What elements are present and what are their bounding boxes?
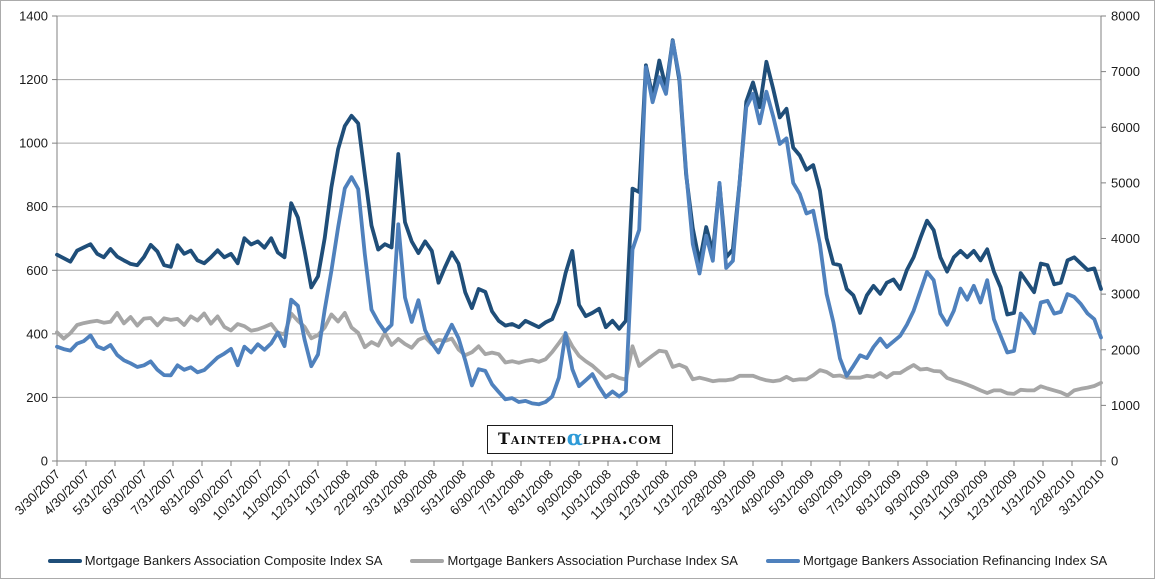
y-left-tick-label: 1000 <box>19 136 48 151</box>
y-right-tick-label: 4000 <box>1111 231 1140 246</box>
series-line-purchase <box>55 310 1103 398</box>
y-right-tick-label: 7000 <box>1111 64 1140 79</box>
series-line-refinancing <box>55 39 1103 407</box>
y-right-tick-label: 5000 <box>1111 175 1140 190</box>
y-left-tick-label: 200 <box>26 390 48 405</box>
y-left-tick-label: 800 <box>26 199 48 214</box>
y-right-tick-label: 1000 <box>1111 398 1140 413</box>
y-right-tick-label: 0 <box>1111 454 1118 469</box>
legend-label-refinancing: Mortgage Bankers Association Refinancing… <box>802 553 1108 568</box>
y-left-tick-label: 600 <box>26 263 48 278</box>
watermark-text-prefix: Tainted <box>498 429 567 448</box>
watermark-box: Taintedαlpha.com <box>487 425 673 454</box>
legend-item-composite: Mortgage Bankers Association Composite I… <box>47 553 383 568</box>
legend-item-purchase: Mortgage Bankers Association Purchase In… <box>410 553 738 568</box>
y-right-tick-label: 8000 <box>1111 9 1140 24</box>
y-right-tick-label: 6000 <box>1111 120 1140 135</box>
watermark-alpha-glyph: α <box>566 425 583 450</box>
series-line-composite <box>55 38 1103 331</box>
legend-line-swatch-refinancing <box>765 558 800 563</box>
legend-label-purchase: Mortgage Bankers Association Purchase In… <box>447 553 738 568</box>
legend-item-refinancing: Mortgage Bankers Association Refinancing… <box>765 553 1108 568</box>
y-left-tick-label: 1200 <box>19 72 48 87</box>
legend-line-swatch-purchase <box>410 558 445 563</box>
legend-label-composite: Mortgage Bankers Association Composite I… <box>84 553 383 568</box>
y-left-tick-label: 0 <box>41 454 48 469</box>
y-right-tick-label: 2000 <box>1111 342 1140 357</box>
legend-line-swatch-composite <box>47 558 82 563</box>
y-right-tick-label: 3000 <box>1111 287 1140 302</box>
y-left-tick-label: 400 <box>26 326 48 341</box>
watermark-text-suffix: lpha.com <box>582 429 662 448</box>
chart-legend: Mortgage Bankers Association Composite I… <box>1 553 1154 568</box>
y-left-tick-label: 1400 <box>19 9 48 24</box>
